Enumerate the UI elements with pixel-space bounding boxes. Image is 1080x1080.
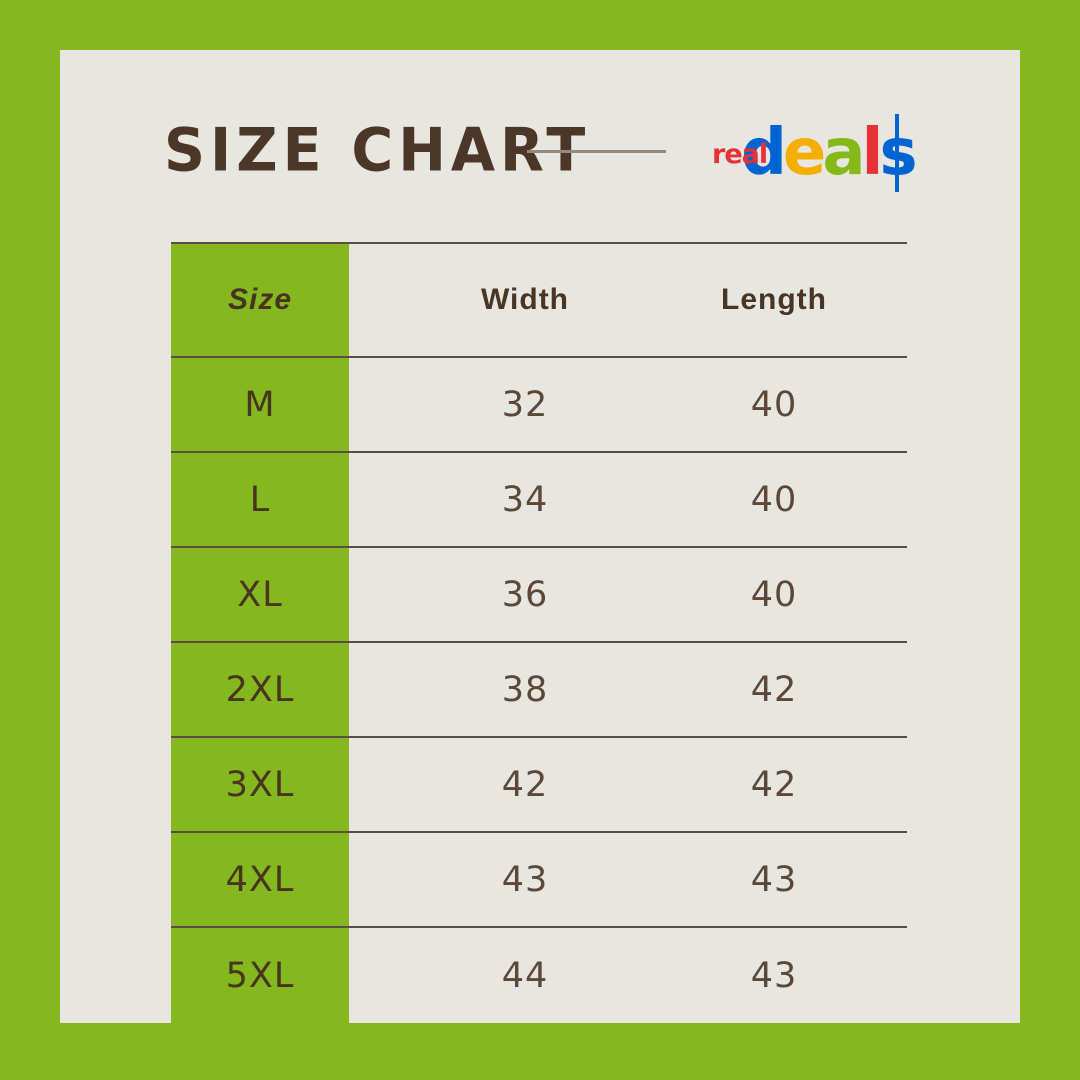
logo-letter: e (782, 116, 826, 190)
size-cell: XL (237, 574, 283, 615)
logo-letter: a (822, 116, 865, 190)
size-table: Size Width Length M 32 40 L 34 40 XL 36 40 2XL 38 4… (171, 242, 907, 1023)
value-cell: 42 (750, 764, 798, 805)
value-cell: 40 (750, 384, 798, 425)
column-header-size: Size (227, 283, 293, 316)
logo-letter: l (861, 116, 884, 190)
table-row: L 34 40 (171, 453, 907, 548)
value-cell: 42 (750, 669, 798, 710)
value-cell: 36 (501, 574, 549, 615)
value-cell: 38 (501, 669, 549, 710)
size-cell: M (244, 384, 276, 425)
page-title: SIZE CHART (164, 116, 591, 186)
size-column-highlight (171, 242, 349, 1023)
value-cell: 34 (501, 479, 549, 520)
value-cell: 43 (750, 955, 798, 996)
value-cell: 40 (750, 574, 798, 615)
size-cell: 3XL (225, 764, 295, 805)
value-cell: 40 (750, 479, 798, 520)
size-cell: L (249, 479, 271, 520)
logo-real-text: real (712, 138, 768, 170)
column-header-length: Length (721, 283, 827, 316)
logo-letter: s (879, 116, 917, 190)
table-header-row: Size Width Length (171, 242, 907, 358)
size-cell: 4XL (225, 859, 295, 900)
title-divider (527, 150, 666, 153)
logo-letter: d (741, 116, 787, 190)
table-body: M 32 40 L 34 40 XL 36 40 2XL 38 42 3XL 42 42 4XL 43 43 5XL… (171, 358, 907, 1023)
value-cell: 42 (501, 764, 549, 805)
value-cell: 43 (750, 859, 798, 900)
table-row: XL 36 40 (171, 548, 907, 643)
table-row: 2XL 38 42 (171, 643, 907, 738)
table-row: 4XL 43 43 (171, 833, 907, 928)
table-row: 5XL 44 43 (171, 928, 907, 1023)
size-cell: 2XL (225, 669, 295, 710)
size-cell: 5XL (225, 955, 295, 996)
value-cell: 43 (501, 859, 549, 900)
value-cell: 32 (501, 384, 549, 425)
column-header-width: Width (480, 283, 570, 316)
table-row: 3XL 42 42 (171, 738, 907, 833)
value-cell: 44 (501, 955, 549, 996)
table-row: M 32 40 (171, 358, 907, 453)
